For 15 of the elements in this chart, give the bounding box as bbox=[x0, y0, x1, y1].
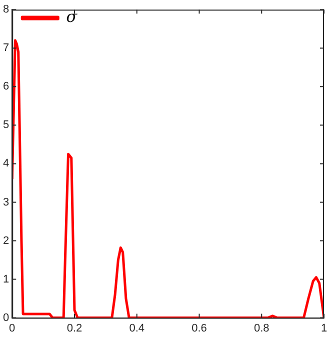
y-tick-label: 4 bbox=[2, 158, 10, 170]
x-tick-label: 1 bbox=[320, 322, 328, 334]
y-tick-label: 7 bbox=[2, 42, 10, 54]
y-tick-label: 1 bbox=[2, 273, 10, 286]
y-tick-label: 3 bbox=[2, 196, 10, 208]
y-tick-label: 6 bbox=[2, 80, 10, 93]
x-tick-label: 0.6 bbox=[192, 322, 207, 334]
y-tick-label: 2 bbox=[2, 234, 10, 247]
y-tick-label: 5 bbox=[2, 119, 10, 132]
y-tick-label: 0 bbox=[2, 312, 10, 324]
x-tick-label: 0.4 bbox=[129, 322, 145, 334]
y-tick-label: 8 bbox=[2, 4, 10, 16]
legend-label: σ bbox=[66, 7, 78, 26]
x-tick-label: 0.2 bbox=[66, 322, 82, 334]
x-tick-label: 0.8 bbox=[254, 322, 270, 334]
